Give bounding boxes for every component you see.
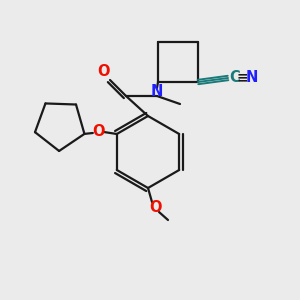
Text: C: C: [229, 70, 240, 85]
Text: N: N: [151, 85, 163, 100]
Text: O: O: [93, 124, 105, 139]
Text: ≡: ≡: [237, 70, 249, 84]
Text: N: N: [246, 70, 258, 85]
Text: O: O: [97, 64, 109, 80]
Text: O: O: [150, 200, 162, 215]
